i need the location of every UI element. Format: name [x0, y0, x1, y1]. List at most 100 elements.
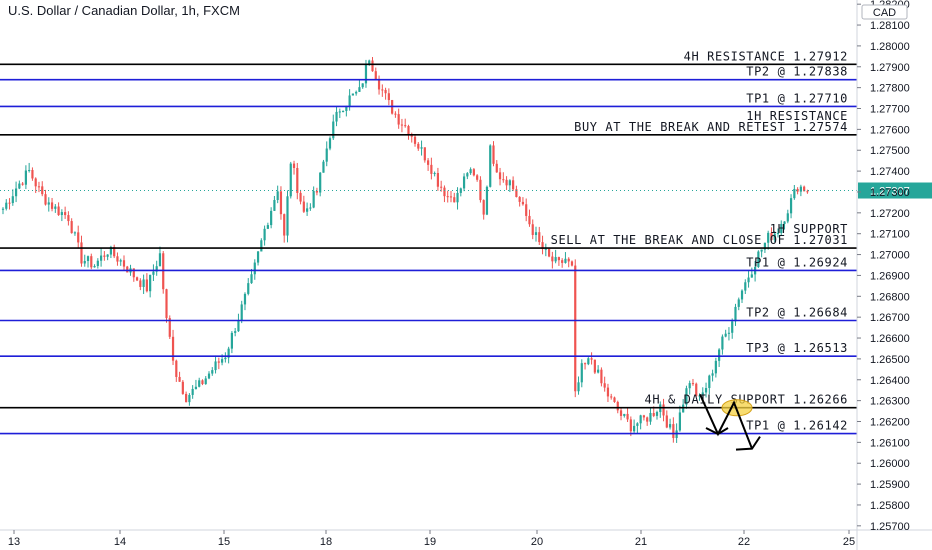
candle-body	[18, 183, 21, 189]
candle-body	[436, 173, 440, 187]
candle-body	[253, 262, 256, 275]
candle-body	[433, 173, 436, 175]
y-tick-label: 1.27300	[870, 187, 910, 199]
y-tick-label: 1.25800	[870, 500, 910, 512]
candle-body	[462, 176, 466, 189]
candle-body	[34, 178, 37, 187]
candle-body	[250, 274, 253, 284]
candle-body	[21, 183, 24, 185]
candle-body	[512, 180, 515, 190]
candle-body	[126, 266, 129, 273]
y-tick-label: 1.27600	[870, 124, 910, 136]
candle-body	[616, 401, 619, 411]
candle-body	[204, 378, 207, 385]
candle-body	[633, 425, 636, 432]
candles-layer	[1, 57, 809, 443]
candle-body	[374, 71, 377, 80]
candle-body	[100, 255, 103, 261]
candle-body	[119, 260, 122, 262]
candle-body	[214, 361, 217, 371]
candle-body	[230, 332, 233, 349]
candle-body	[394, 113, 397, 115]
candle-body	[544, 248, 547, 250]
forecast-arrowhead	[705, 427, 729, 436]
candle-body	[1, 208, 5, 210]
candle-body	[793, 188, 796, 199]
candle-body	[803, 186, 806, 192]
candle-body	[73, 232, 77, 234]
candle-body	[292, 163, 296, 168]
candle-body	[469, 169, 472, 174]
candle-body	[263, 228, 266, 241]
candle-body	[400, 124, 404, 126]
candle-body	[704, 388, 708, 393]
candle-body	[14, 188, 18, 197]
x-tick-label: 19	[424, 536, 436, 548]
level-label: 4H & DAILY SUPPORT 1.26266	[645, 393, 848, 407]
candle-body	[570, 261, 574, 266]
candle-body	[361, 83, 364, 88]
candle-body	[593, 359, 596, 373]
candle-body	[90, 256, 93, 268]
candle-body	[139, 280, 142, 287]
candle-body	[162, 253, 165, 290]
annotation-layer: 1.27307	[0, 182, 932, 451]
candle-body	[472, 169, 475, 176]
last-price-tag	[858, 182, 932, 199]
candle-body	[135, 277, 139, 281]
candle-body	[623, 413, 626, 416]
candle-body	[149, 274, 152, 292]
candle-body	[155, 266, 158, 272]
candle-body	[152, 271, 155, 275]
candle-body	[217, 361, 220, 363]
candle-body	[381, 89, 384, 91]
candle-body	[763, 242, 767, 250]
y-tick-label: 1.26400	[870, 375, 910, 387]
candle-body	[377, 79, 381, 90]
candle-body	[583, 363, 587, 365]
candle-body	[492, 145, 495, 164]
candle-body	[181, 381, 184, 394]
candle-body	[574, 265, 577, 392]
candle-body	[296, 167, 299, 193]
candle-body	[525, 204, 528, 216]
y-tick-label: 1.27800	[870, 83, 910, 95]
candle-body	[767, 232, 770, 243]
y-tick-label: 1.27000	[870, 250, 910, 262]
candle-body	[420, 147, 423, 149]
x-tick-label: 18	[320, 536, 332, 548]
candle-body	[178, 376, 181, 382]
y-tick-label: 1.26200	[870, 416, 910, 428]
candle-body	[744, 282, 747, 291]
candle-body	[427, 160, 430, 165]
y-tick-label: 1.28000	[870, 41, 910, 53]
y-tick-label: 1.27200	[870, 208, 910, 220]
candle-body	[109, 246, 113, 255]
candle-body	[440, 186, 443, 188]
candle-body	[646, 417, 649, 422]
candle-body	[96, 260, 99, 267]
candle-body	[453, 197, 456, 203]
candle-body	[47, 202, 50, 205]
candle-body	[665, 415, 668, 428]
candle-body	[701, 392, 704, 396]
forecast-arrowhead	[735, 436, 761, 451]
candle-body	[243, 293, 247, 305]
candle-body	[60, 212, 63, 216]
currency-badge[interactable]: CAD	[861, 4, 908, 20]
y-tick-label: 1.26100	[870, 437, 910, 449]
candle-body	[54, 206, 57, 209]
candle-body	[332, 121, 335, 139]
candle-body	[351, 93, 354, 96]
candle-body	[695, 383, 698, 397]
candle-body	[734, 306, 737, 322]
candle-body	[122, 260, 126, 267]
candle-body	[456, 192, 459, 203]
candle-body	[740, 290, 744, 300]
x-tick-label: 13	[8, 536, 20, 548]
candle-body	[50, 202, 54, 209]
levels-layer: 4H RESISTANCE 1.27912 TP2 @ 1.27838 TP1 @ …	[0, 49, 857, 435]
candle-body	[498, 172, 502, 180]
